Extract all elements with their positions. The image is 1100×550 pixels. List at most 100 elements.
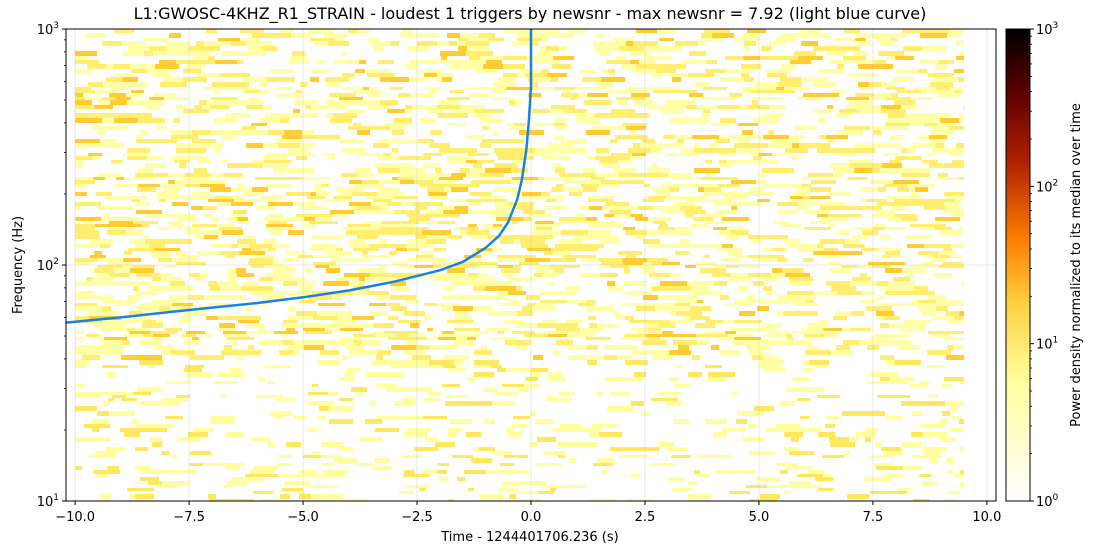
heatmap-cell [779, 33, 797, 38]
heatmap-cell [417, 334, 426, 337]
heatmap-cell [466, 199, 484, 202]
heatmap-cell [600, 239, 620, 244]
heatmap-cell [880, 41, 892, 46]
heatmap-cell [562, 187, 576, 192]
heatmap-cell [578, 303, 594, 306]
heatmap-cell [245, 474, 262, 477]
heatmap-cell [760, 56, 786, 60]
colorbar-tick-label: 103 [1036, 21, 1058, 38]
heatmap-cell [586, 300, 596, 303]
heatmap-cell [450, 109, 474, 113]
heatmap-cell [537, 230, 561, 235]
heatmap-cell [872, 214, 894, 217]
heatmap-cell [87, 455, 103, 458]
heatmap-cell [177, 437, 194, 442]
heatmap-cell [887, 262, 905, 265]
heatmap-cell [783, 311, 802, 316]
heatmap-cell [538, 51, 551, 56]
heatmap-cell [404, 350, 425, 355]
heatmap-cell [442, 331, 454, 334]
heatmap-cell [317, 360, 341, 365]
heatmap-cell [853, 51, 868, 56]
heatmap-cell [204, 41, 231, 46]
heatmap-cell [434, 277, 441, 281]
heatmap-cell [75, 160, 84, 163]
heatmap-cell [184, 177, 210, 180]
heatmap-cell [631, 93, 650, 97]
heatmap-cell [630, 214, 643, 217]
heatmap-cell [690, 316, 710, 320]
heatmap-cell [498, 77, 513, 82]
heatmap-cell [140, 401, 167, 406]
heatmap-cell [329, 265, 341, 268]
heatmap-cell [752, 258, 777, 262]
heatmap-cell [208, 56, 215, 60]
heatmap-cell [565, 291, 576, 295]
heatmap-cell [784, 432, 803, 437]
heatmap-cell [378, 156, 399, 160]
heatmap-cell [257, 328, 266, 331]
heatmap-cell [140, 303, 161, 306]
heatmap-cell [882, 163, 902, 168]
heatmap-cell [703, 109, 710, 113]
heatmap-cell [442, 295, 465, 300]
heatmap-cell [429, 90, 437, 93]
heatmap-cell [116, 177, 124, 180]
heatmap-cell [812, 387, 824, 392]
heatmap-cell [480, 56, 503, 60]
heatmap-cell [399, 360, 422, 365]
heatmap-cell [259, 118, 280, 123]
heatmap-cell [860, 199, 866, 202]
heatmap-cell [723, 196, 747, 199]
heatmap-cell [357, 235, 378, 239]
heatmap-cell [902, 29, 923, 33]
heatmap-cell [800, 481, 811, 485]
heatmap-cell [500, 239, 514, 244]
heatmap-cell [813, 251, 836, 255]
heatmap-cell [793, 340, 805, 345]
heatmap-cell [311, 105, 330, 109]
heatmap-cell [512, 221, 518, 224]
heatmap-cell [505, 428, 513, 432]
heatmap-cell [376, 416, 387, 419]
heatmap-cell [790, 196, 803, 199]
x-tick-label: 0.0 [521, 510, 542, 525]
heatmap-cell [931, 130, 954, 135]
heatmap-cell [752, 355, 763, 360]
heatmap-cell [911, 432, 923, 437]
heatmap-cell [772, 153, 787, 156]
heatmap-cell [395, 163, 413, 168]
heatmap-cell [963, 316, 964, 320]
heatmap-cell [196, 46, 220, 51]
heatmap-cell [870, 372, 884, 377]
colorbar-ticks: 100101102103 [1030, 21, 1059, 510]
heatmap-cell [716, 210, 724, 214]
heatmap-cell [890, 135, 903, 139]
heatmap-cell [637, 447, 659, 451]
heatmap-cell [98, 350, 123, 355]
heatmap-cell [282, 277, 306, 281]
heatmap-cell [423, 153, 442, 156]
heatmap-cell [296, 214, 315, 217]
heatmap-cell [726, 235, 739, 239]
heatmap-cell [907, 148, 916, 153]
heatmap-cell [789, 135, 804, 139]
heatmap-cell [189, 227, 198, 230]
heatmap-cell [137, 187, 156, 192]
heatmap-cell [275, 398, 295, 401]
x-axis-label: Time - 1244401706.236 (s) [440, 530, 618, 545]
heatmap-cell [842, 328, 850, 331]
heatmap-cell [476, 265, 490, 268]
heatmap-cell [630, 51, 649, 56]
heatmap-cell [315, 217, 332, 221]
heatmap-cell [394, 331, 418, 334]
heatmap-cell [221, 51, 240, 56]
heatmap-cell [84, 424, 110, 428]
heatmap-cell [702, 97, 718, 100]
heatmap-cell [267, 442, 275, 447]
heatmap-cell [252, 33, 273, 38]
heatmap-cell [933, 255, 943, 258]
heatmap-cell [741, 64, 761, 69]
heatmap-cell [618, 173, 629, 177]
heatmap-cell [710, 244, 722, 248]
